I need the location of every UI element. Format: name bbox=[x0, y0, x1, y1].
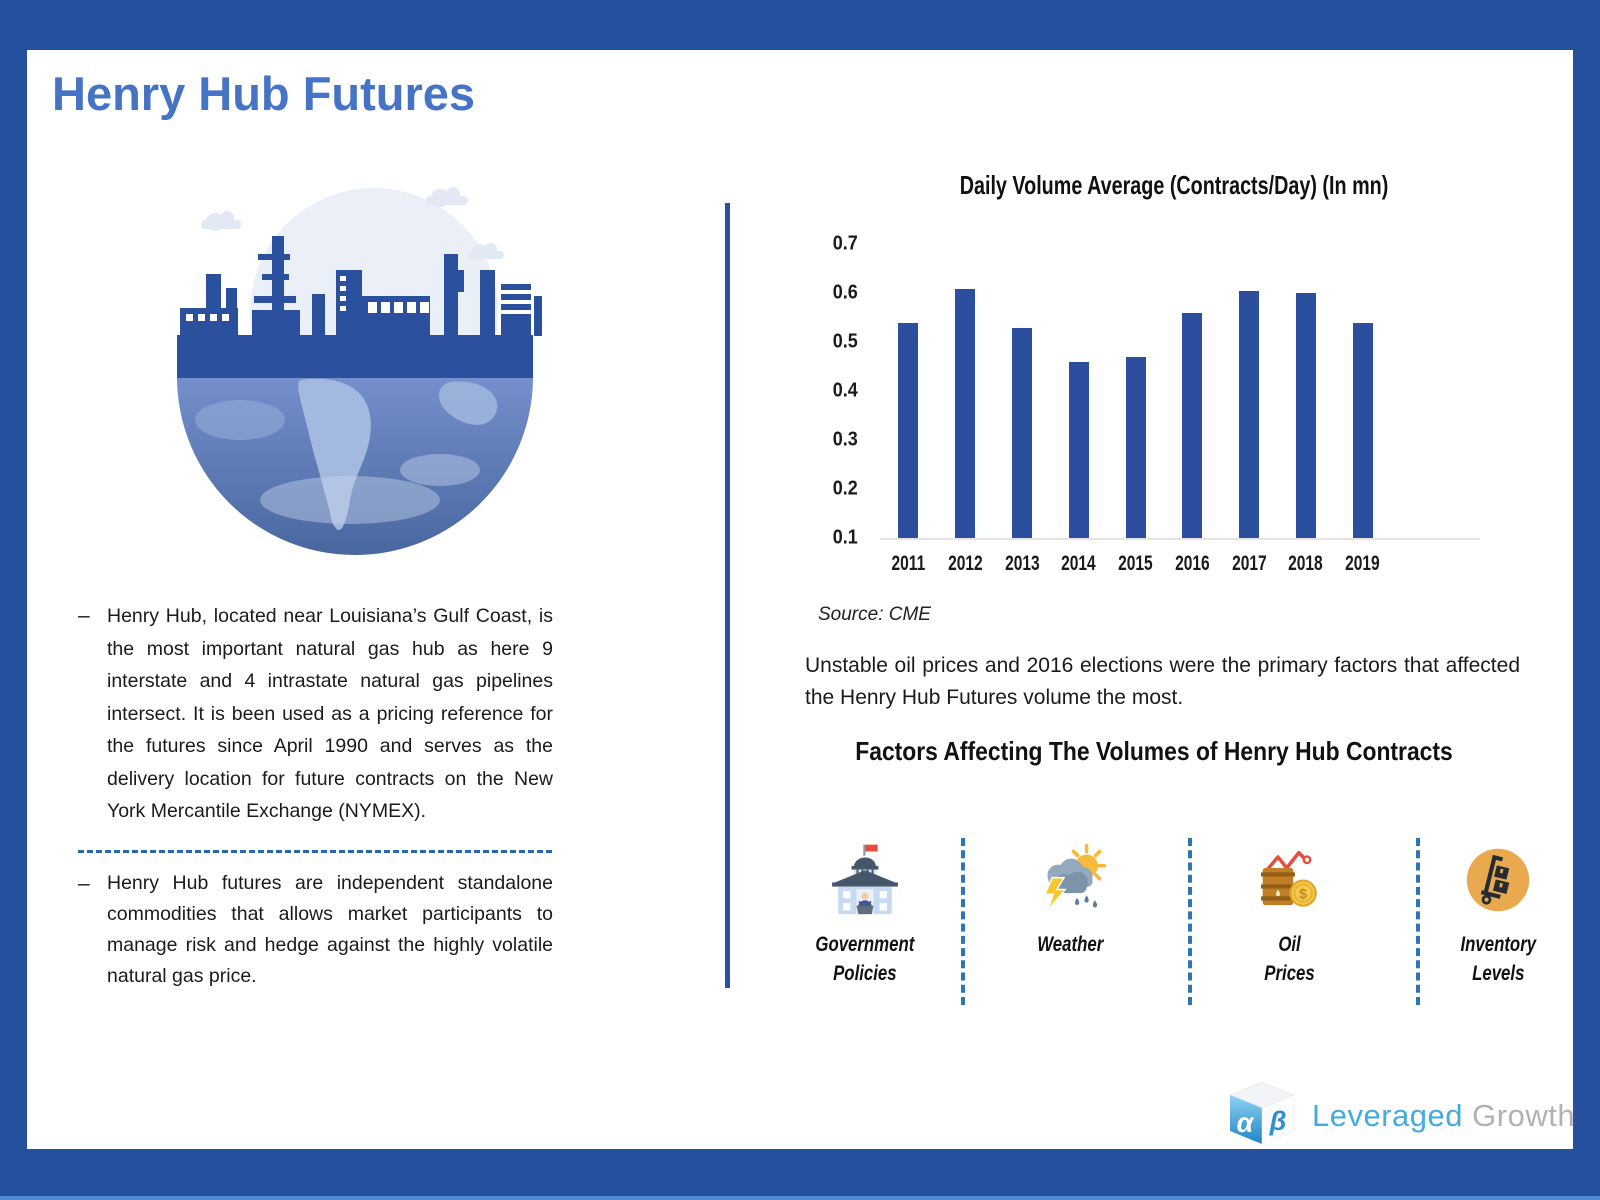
x-tick-label: 2013 bbox=[1004, 552, 1040, 575]
x-tick-label: 2016 bbox=[1174, 552, 1210, 575]
bullets-divider bbox=[78, 850, 552, 853]
factor-divider bbox=[961, 838, 965, 1005]
bar-2014 bbox=[1068, 361, 1089, 538]
y-tick-label: 0.7 bbox=[832, 232, 858, 255]
bar-2013 bbox=[1011, 327, 1032, 538]
y-tick-label: 0.5 bbox=[832, 330, 858, 353]
factor-item-inventory-levels: Inventory Levels bbox=[1408, 838, 1588, 988]
factors-heading: Factors Affecting The Volumes of Henry H… bbox=[855, 736, 1453, 766]
dollar-symbol: $ bbox=[1299, 887, 1307, 903]
x-tick-label: 2014 bbox=[1061, 552, 1096, 575]
insight-note: Unstable oil prices and 2016 elections w… bbox=[805, 654, 1520, 709]
bar-2011 bbox=[898, 322, 919, 538]
column-divider bbox=[725, 203, 730, 988]
y-tick-label: 0.2 bbox=[832, 477, 858, 500]
globe-landmass bbox=[195, 378, 498, 530]
volume-bar-chart: Daily Volume Average (Contracts/Day) (In… bbox=[760, 160, 1540, 600]
oil-barrel-price-icon: $ bbox=[1250, 838, 1330, 922]
x-tick-label: 2018 bbox=[1288, 552, 1324, 575]
factor-divider bbox=[1416, 838, 1420, 1005]
beta-glyph: β bbox=[1269, 1106, 1287, 1136]
factor-divider bbox=[1188, 838, 1192, 1005]
factor-item-government-policies: Government Policies bbox=[775, 838, 955, 988]
bullet-marker: – bbox=[78, 604, 90, 627]
bar-2015 bbox=[1125, 357, 1146, 538]
factor-label: Government Policies bbox=[815, 933, 915, 985]
factor-label: Weather bbox=[1036, 933, 1103, 956]
bottom-accent-strip bbox=[0, 1196, 1600, 1200]
brand-word-growth: Growth bbox=[1472, 1097, 1576, 1133]
industry-globe-illustration bbox=[150, 170, 570, 580]
industry-globe-graphic bbox=[177, 187, 542, 555]
brand-logo: α β Leveraged Growth bbox=[1224, 1080, 1575, 1151]
alpha-glyph: α bbox=[1237, 1108, 1255, 1138]
y-tick-label: 0.3 bbox=[832, 428, 858, 451]
bar-2017 bbox=[1239, 290, 1260, 538]
chart-plot bbox=[880, 220, 1480, 540]
x-tick-label: 2015 bbox=[1118, 552, 1153, 575]
bullet-marker: – bbox=[78, 872, 90, 895]
government-building-icon bbox=[826, 838, 904, 922]
y-tick-label: 0.6 bbox=[832, 281, 858, 304]
bar-2018 bbox=[1295, 293, 1316, 538]
chart-yticks: 0.7 0.6 0.5 0.4 0.3 0.2 0.1 bbox=[790, 220, 858, 549]
storm-cloud-sun-icon bbox=[1030, 838, 1110, 922]
x-tick-label: 2012 bbox=[947, 552, 983, 575]
brand-word-leveraged: Leveraged bbox=[1312, 1097, 1464, 1133]
factor-item-oil-prices: $ Oil Prices bbox=[1200, 838, 1380, 988]
hand-truck-icon bbox=[1461, 838, 1535, 922]
bullet-item: – Henry Hub, located near Louisiana’s Gu… bbox=[78, 600, 553, 828]
y-tick-label: 0.4 bbox=[832, 379, 858, 402]
page-title: Henry Hub Futures bbox=[52, 67, 476, 120]
bar-2012 bbox=[955, 288, 976, 538]
bullet-text: Henry Hub, located near Louisiana’s Gulf… bbox=[107, 605, 553, 822]
bar-2019 bbox=[1352, 322, 1373, 538]
brand-name: Leveraged Growth bbox=[1312, 1098, 1575, 1134]
alpha-beta-cube-icon: α β bbox=[1224, 1080, 1300, 1151]
bullet-item: – Henry Hub futures are independent stan… bbox=[78, 868, 553, 992]
x-tick-label: 2011 bbox=[891, 552, 926, 575]
y-tick-label: 0.1 bbox=[832, 526, 858, 549]
bullet-text: Henry Hub futures are independent standa… bbox=[107, 872, 553, 987]
factor-label: Inventory Levels bbox=[1460, 933, 1536, 985]
x-tick-label: 2019 bbox=[1345, 552, 1380, 575]
factor-item-weather: Weather bbox=[980, 838, 1160, 959]
chart-source: Source: CME bbox=[818, 604, 931, 625]
chart-xlabels: 2011 2012 2013 2014 2015 2016 2017 2018 2019 bbox=[880, 552, 1480, 578]
factory-windows bbox=[186, 276, 531, 321]
bar-2016 bbox=[1182, 312, 1203, 538]
chart-title: Daily Volume Average (Contracts/Day) (In… bbox=[959, 170, 1389, 200]
factor-label: Oil Prices bbox=[1264, 933, 1316, 985]
x-tick-label: 2017 bbox=[1231, 552, 1267, 575]
